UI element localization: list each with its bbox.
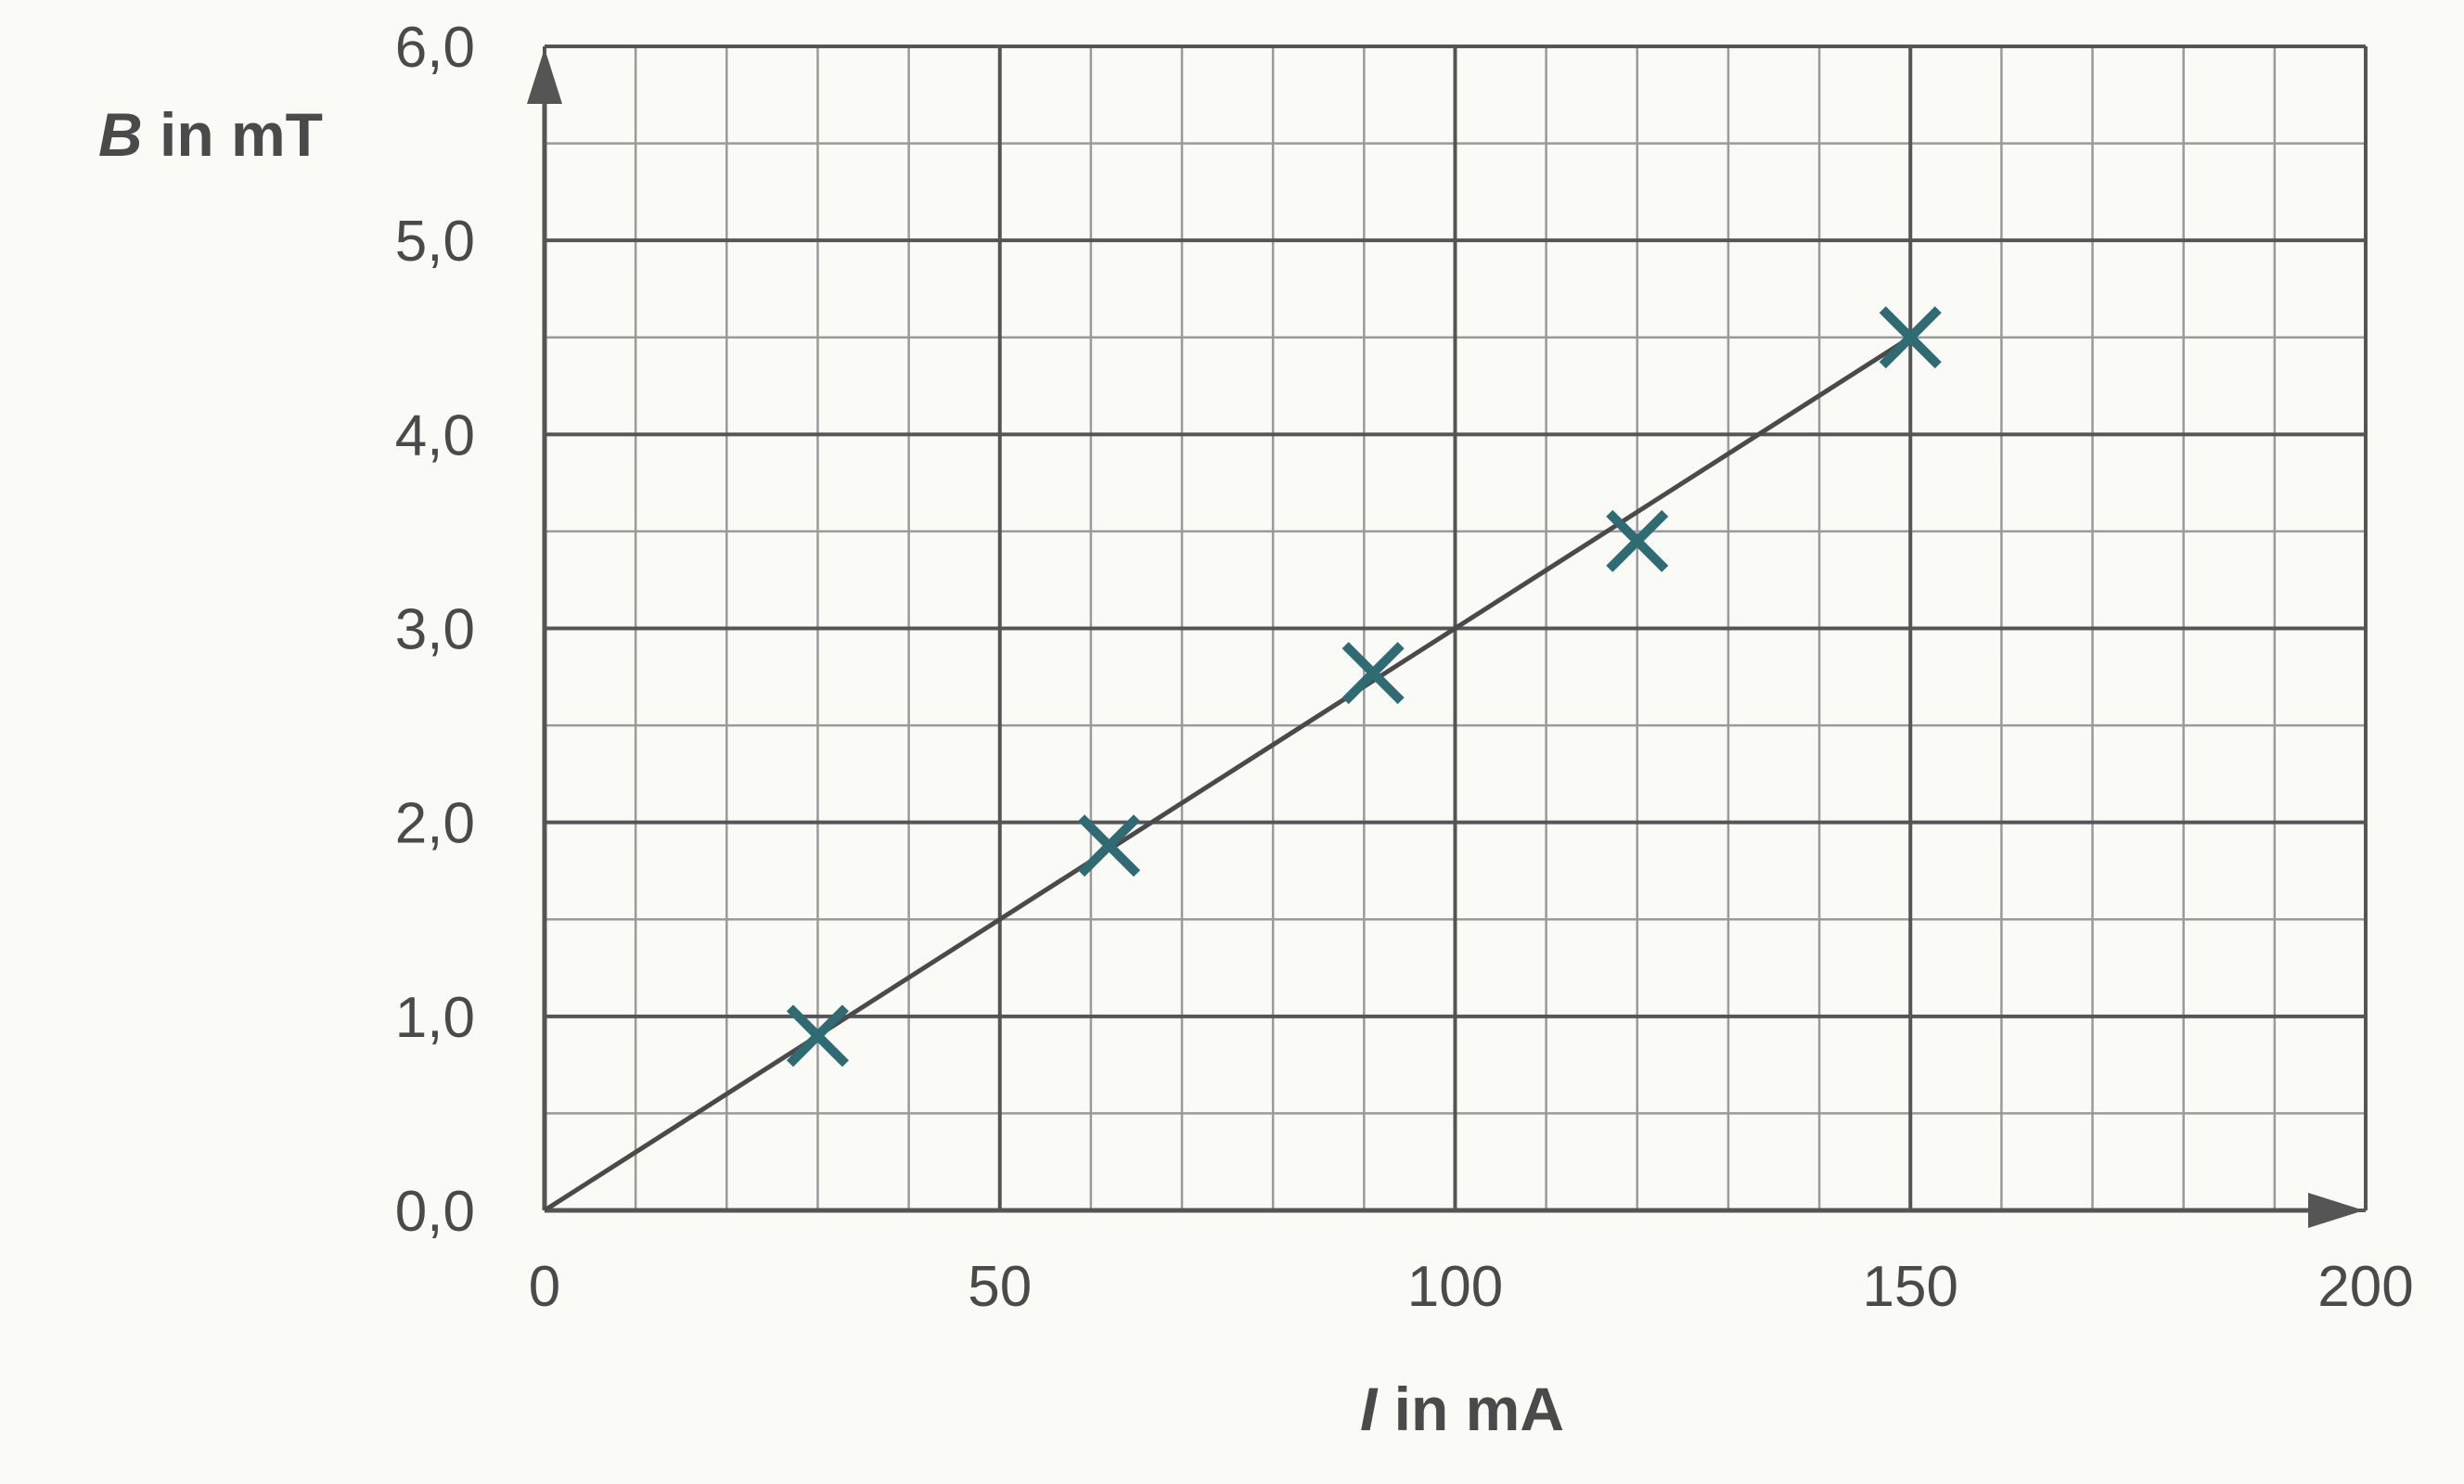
data-points bbox=[786, 306, 1942, 1068]
x-axis-label: I in mA bbox=[1360, 1375, 1564, 1443]
y-tick-label: 4,0 bbox=[395, 403, 475, 467]
x-axis-variable: I bbox=[1360, 1375, 1379, 1443]
fit-line-group bbox=[543, 335, 1912, 1213]
x-tick-label: 200 bbox=[2317, 1255, 2413, 1319]
x-tick-label: 100 bbox=[1407, 1255, 1503, 1319]
data-point-marker bbox=[1606, 509, 1669, 572]
marker-stroke bbox=[1879, 306, 1942, 369]
x-axis-unit: in mA bbox=[1377, 1375, 1564, 1443]
axes bbox=[527, 48, 2364, 1228]
marker-stroke bbox=[786, 1004, 849, 1068]
y-axis-variable: B bbox=[98, 100, 143, 169]
x-tick-label: 50 bbox=[968, 1255, 1032, 1319]
data-point-marker bbox=[1077, 814, 1141, 877]
data-point-marker bbox=[786, 1004, 849, 1068]
y-tick-label: 3,0 bbox=[395, 598, 475, 662]
x-axis-arrow bbox=[2308, 1193, 2364, 1228]
tick-labels: 0 50 100 150 200 0,0 1,0 2,0 3,0 4,0 5,0 6,0 bbox=[395, 16, 2414, 1319]
x-tick-label: 0 bbox=[529, 1255, 560, 1319]
fit-line bbox=[543, 335, 1912, 1213]
data-point-marker bbox=[1879, 306, 1942, 369]
y-tick-label: 2,0 bbox=[395, 792, 475, 856]
x-tick-label: 150 bbox=[1863, 1255, 1958, 1319]
marker-stroke bbox=[1341, 642, 1405, 705]
marker-stroke bbox=[1077, 814, 1141, 877]
y-tick-label: 5,0 bbox=[395, 210, 475, 274]
y-axis-arrow bbox=[527, 48, 562, 104]
y-tick-label: 1,0 bbox=[395, 986, 475, 1050]
y-axis-unit: in mT bbox=[143, 100, 323, 169]
y-tick-label: 0,0 bbox=[395, 1180, 475, 1244]
marker-stroke bbox=[1606, 509, 1669, 572]
data-point-marker bbox=[1341, 642, 1405, 705]
y-tick-label: 6,0 bbox=[395, 16, 475, 80]
y-axis-label: B in mT bbox=[98, 100, 323, 169]
